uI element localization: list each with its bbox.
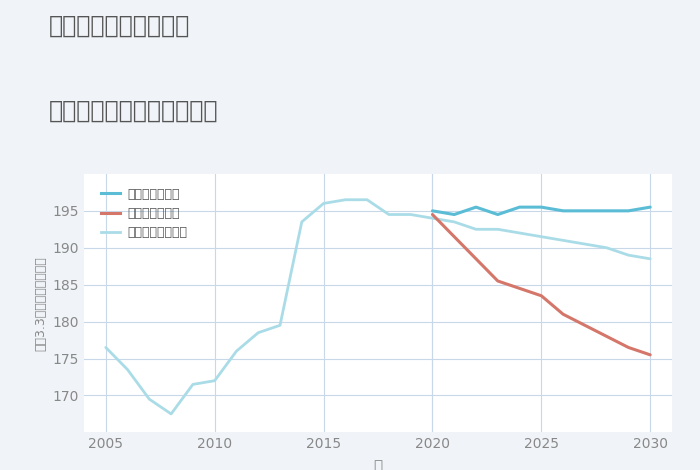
- Text: 兵庫県西宮市荒戎町の: 兵庫県西宮市荒戎町の: [49, 14, 190, 38]
- X-axis label: 年: 年: [373, 460, 383, 470]
- Text: 中古マンションの価格推移: 中古マンションの価格推移: [49, 99, 218, 123]
- Y-axis label: 坪（3.3㎡）単価（万円）: 坪（3.3㎡）単価（万円）: [34, 256, 47, 351]
- Legend: グッドシナリオ, バッドシナリオ, ノーマルシナリオ: グッドシナリオ, バッドシナリオ, ノーマルシナリオ: [96, 183, 192, 244]
